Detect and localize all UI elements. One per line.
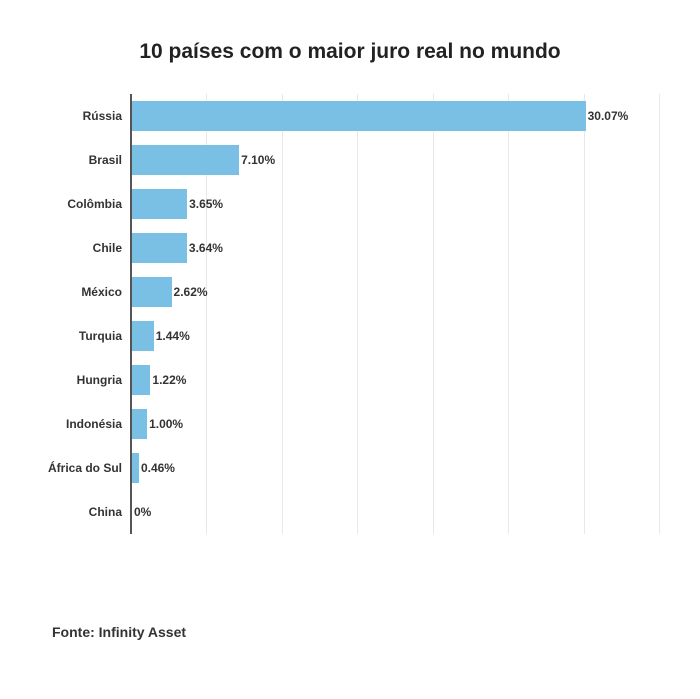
plot-area: 30.07% 7.10% 3.65% 3.64% 2.62% 1.44% 1.22% 1.00… [130,94,660,534]
bar [132,409,147,440]
y-axis-label: Brasil [40,138,122,182]
y-axis-label: Hungria [40,358,122,402]
bar [132,145,239,176]
y-axis-label: Chile [40,226,122,270]
bar [132,277,172,308]
bar-value-label: 7.10% [241,153,275,167]
source-line: Fonte: Infinity Asset [52,624,186,640]
bar-row: 3.64% [132,226,660,270]
y-axis-label: África do Sul [40,446,122,490]
bar-value-label: 0.46% [141,461,175,475]
bar [132,321,154,352]
bar [132,233,187,264]
bar-value-label: 1.22% [152,373,186,387]
chart-title: 10 países com o maior juro real no mundo [40,40,660,64]
bar [132,189,187,220]
y-axis-label: México [40,270,122,314]
bar-row: 30.07% [132,94,660,138]
bar-row: 1.44% [132,314,660,358]
bar [132,101,586,132]
y-axis-label: Indonésia [40,402,122,446]
bar-row: 0% [132,490,660,534]
source-name: Infinity Asset [99,624,186,640]
y-axis-label: Colômbia [40,182,122,226]
source-prefix: Fonte: [52,624,99,640]
y-axis-label: Turquia [40,314,122,358]
bar-value-label: 3.65% [189,197,223,211]
bar-row: 7.10% [132,138,660,182]
chart-container: 10 países com o maior juro real no mundo… [0,0,700,699]
bar-value-label: 2.62% [174,285,208,299]
bar-value-label: 30.07% [588,109,629,123]
y-axis-label: China [40,490,122,534]
bar-value-label: 1.00% [149,417,183,431]
bar-value-label: 3.64% [189,241,223,255]
bars-group: 30.07% 7.10% 3.65% 3.64% 2.62% 1.44% 1.22% 1.00… [132,94,660,534]
bar [132,365,150,396]
bar-value-label: 0% [134,505,151,519]
chart-area: RússiaBrasilColômbiaChileMéxicoTurquiaHu… [40,94,660,534]
bar-row: 1.22% [132,358,660,402]
bar [132,453,139,484]
bar-row: 0.46% [132,446,660,490]
bar-row: 3.65% [132,182,660,226]
y-axis-label: Rússia [40,94,122,138]
bar-value-label: 1.44% [156,329,190,343]
y-axis-labels: RússiaBrasilColômbiaChileMéxicoTurquiaHu… [40,94,130,534]
bar-row: 1.00% [132,402,660,446]
bar-row: 2.62% [132,270,660,314]
